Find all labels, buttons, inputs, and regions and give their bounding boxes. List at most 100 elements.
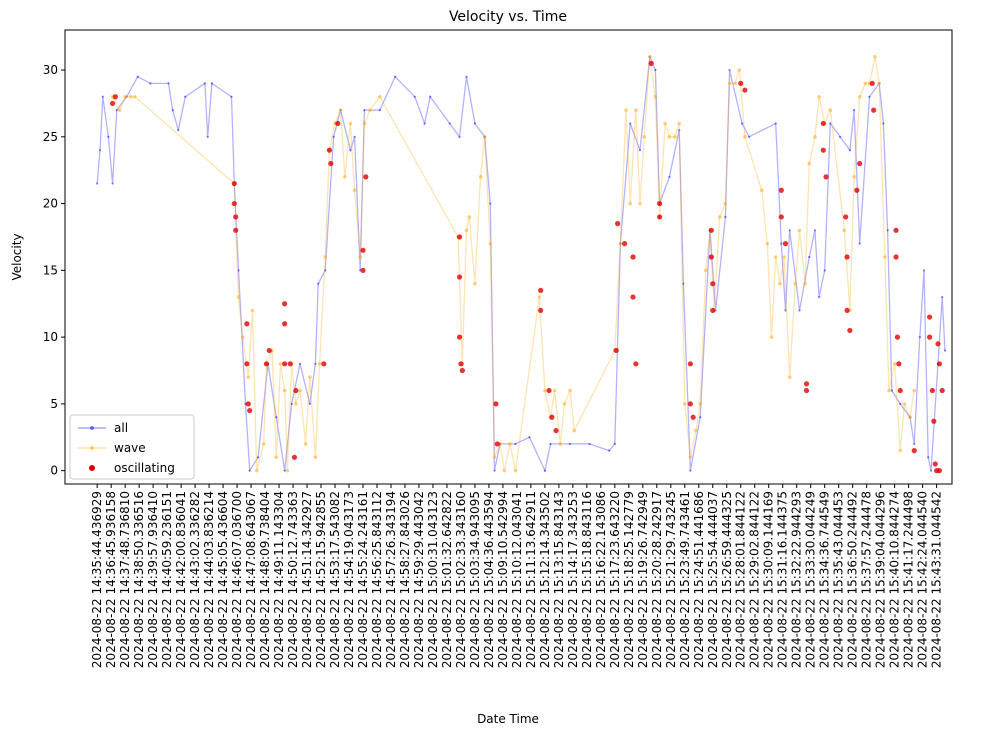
- y-tick-label: 20: [43, 197, 58, 211]
- point: [290, 402, 293, 405]
- point: [883, 255, 887, 259]
- point: [808, 255, 811, 259]
- x-tick-label: 2024-08-22 14:55:24.243161: [356, 491, 370, 668]
- point: [829, 122, 832, 125]
- point: [642, 135, 647, 139]
- scatter-point: [633, 361, 639, 367]
- scatter-point: [459, 367, 465, 374]
- point: [543, 388, 547, 393]
- point: [857, 94, 862, 99]
- scatter-point: [622, 241, 628, 247]
- point: [613, 442, 616, 446]
- point: [128, 94, 133, 99]
- point: [96, 182, 99, 185]
- point: [278, 362, 283, 366]
- point: [780, 242, 783, 245]
- point: [941, 295, 944, 299]
- point: [784, 309, 787, 312]
- point: [813, 229, 816, 232]
- point: [285, 468, 290, 473]
- scatter-point: [538, 307, 544, 314]
- scatter-point: [282, 301, 288, 307]
- point: [313, 455, 318, 460]
- point: [111, 182, 114, 185]
- scatter-point: [820, 120, 826, 127]
- point: [171, 109, 174, 112]
- point: [203, 82, 207, 85]
- point: [283, 469, 286, 472]
- x-tick-label: 2024-08-22 15:09:10.542994: [496, 491, 510, 668]
- scatter-point: [687, 361, 693, 367]
- point: [117, 108, 122, 112]
- scatter-point: [710, 281, 716, 287]
- point: [323, 255, 328, 259]
- x-tick-label: 2024-08-22 15:35:43.044453: [832, 491, 846, 668]
- point: [813, 135, 817, 139]
- x-tick-label: 2024-08-22 15:43:31.044542: [930, 491, 944, 668]
- point: [237, 269, 240, 272]
- point: [368, 108, 372, 112]
- point: [717, 215, 722, 219]
- point: [858, 242, 861, 245]
- point: [943, 349, 947, 352]
- x-tick-label: 2024-08-22 15:29:02.844122: [748, 491, 762, 668]
- legend-marker: [90, 426, 94, 430]
- point: [817, 295, 821, 299]
- point: [668, 175, 671, 178]
- x-tick-label: 2024-08-22 15:39:04.044296: [874, 491, 888, 668]
- scatter-point: [233, 227, 239, 233]
- x-tick-label: 2024-08-22 14:44:03.836214: [202, 491, 216, 668]
- point: [927, 456, 930, 459]
- point: [294, 402, 298, 406]
- point: [793, 281, 798, 286]
- point: [338, 108, 343, 112]
- point: [274, 455, 279, 460]
- x-tick-label: 2024-08-22 15:28:01.844122: [734, 491, 748, 668]
- scatter-point: [287, 361, 293, 367]
- point: [778, 281, 782, 286]
- point: [458, 135, 461, 138]
- x-tick-label: 2024-08-22 15:18:25.142779: [622, 491, 636, 668]
- point: [890, 389, 893, 392]
- scatter-point: [927, 314, 933, 320]
- point: [343, 175, 347, 179]
- scatter-point: [456, 274, 463, 280]
- point: [892, 362, 897, 366]
- point: [492, 455, 497, 460]
- x-tick-label: 2024-08-22 14:54:19.043173: [342, 491, 356, 668]
- scatter-point: [820, 147, 826, 153]
- point: [464, 228, 469, 233]
- point: [549, 442, 552, 446]
- point: [184, 95, 187, 98]
- point: [552, 388, 557, 393]
- point: [608, 449, 611, 452]
- point: [362, 121, 367, 126]
- x-tick-label: 2024-08-22 15:24:51.441686: [692, 491, 706, 668]
- point: [798, 309, 801, 312]
- point: [123, 94, 127, 99]
- y-tick-label: 15: [43, 263, 58, 277]
- point: [848, 149, 851, 152]
- x-tick-label: 2024-08-22 15:12:14.343502: [538, 491, 552, 668]
- point: [882, 122, 885, 125]
- legend-box: [69, 414, 195, 480]
- point: [852, 109, 856, 112]
- point: [349, 149, 352, 152]
- series-line: [112, 56, 915, 471]
- x-tick-label: 2024-08-22 15:13:15.843143: [552, 491, 566, 668]
- x-tick-label: 2024-08-22 15:04:36.443594: [482, 491, 496, 668]
- x-tick-label: 2024-08-22 15:34:36.744549: [818, 491, 832, 668]
- point: [899, 402, 902, 405]
- y-tick-label: 10: [43, 330, 58, 344]
- point: [206, 135, 209, 138]
- scatter-point: [244, 361, 250, 367]
- point: [898, 448, 903, 453]
- x-tick-label: 2024-08-22 14:52:15.942855: [314, 491, 328, 668]
- scatter-point: [708, 227, 714, 233]
- point: [699, 416, 702, 419]
- scatter-point: [778, 214, 784, 220]
- scatter-point: [293, 387, 299, 394]
- scatter-point: [893, 227, 899, 233]
- point: [638, 149, 642, 152]
- x-tick-label: 2024-08-22 15:30:09.144169: [762, 491, 776, 668]
